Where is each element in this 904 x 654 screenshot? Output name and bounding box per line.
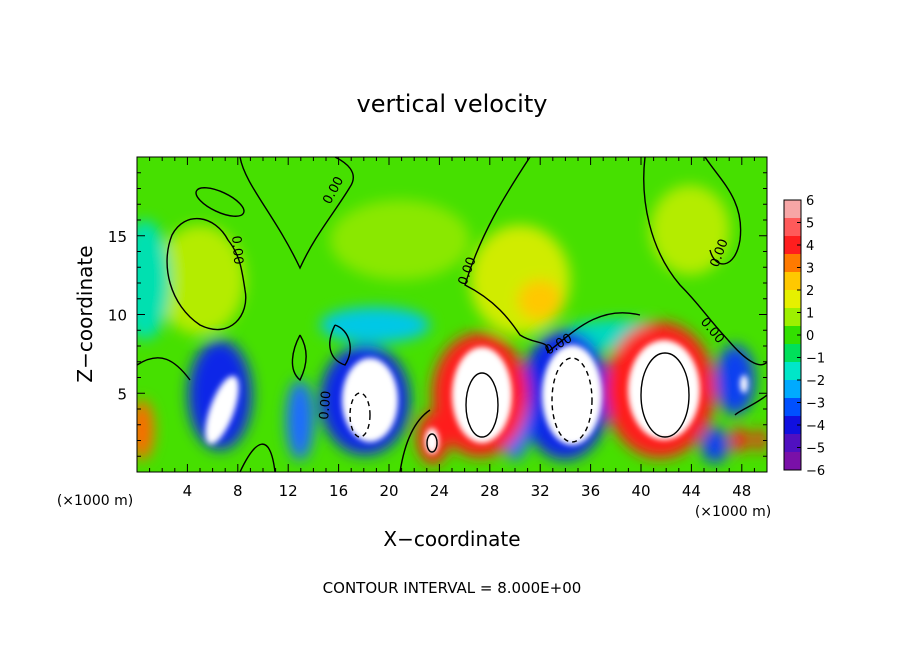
colorbar-swatch <box>784 308 801 327</box>
colorbar-tick-label: −1 <box>806 352 825 367</box>
x-tick-label: 28 <box>480 482 499 500</box>
x-tick-label: 24 <box>430 482 449 500</box>
contour-zero-mid <box>464 157 641 354</box>
colorbar-tick-label: −3 <box>806 397 825 412</box>
contour-zero-left-cell <box>166 218 247 331</box>
contour-core-2 <box>640 352 690 438</box>
y-tick-label: 15 <box>108 228 127 246</box>
colorbar-tick-label: 3 <box>806 262 814 277</box>
colorbar-swatch <box>784 398 801 417</box>
colorbar-swatch <box>784 326 801 345</box>
colorbar-tick-label: −5 <box>806 442 825 457</box>
x-tick-label: 4 <box>183 482 193 500</box>
contour-label: 0.00 <box>317 390 334 420</box>
colorbar: 6 5 4 3 2 1 0 −1 −2 −3 −4 −5 −6 <box>783 194 825 479</box>
colorbar-tick-label: −6 <box>806 464 825 479</box>
x-tick-label: 20 <box>379 482 398 500</box>
colorbar-swatch <box>784 254 801 273</box>
colorbar-tick-label: −4 <box>806 419 825 434</box>
colorbar-swatch <box>784 452 801 471</box>
colorbar-tick-label: 2 <box>806 284 814 299</box>
colorbar-tick-label: 6 <box>806 194 814 209</box>
colorbar-swatch <box>784 434 801 453</box>
contour-lines <box>137 157 767 472</box>
y-units-label: (×1000 m) <box>57 493 133 509</box>
heatmap-field <box>137 157 767 472</box>
colorbar-swatch <box>784 236 801 255</box>
colorbar-tick-label: 0 <box>806 329 814 344</box>
colorbar-swatch <box>784 290 801 309</box>
contour-zero-bottom2 <box>399 409 431 472</box>
contour-zero-lower-left <box>137 357 191 381</box>
x-axis-label: X−coordinate <box>383 527 520 551</box>
colorbar-swatch <box>784 416 801 435</box>
colorbar-swatch <box>784 380 801 399</box>
contour-zero-lower-mid <box>291 334 307 382</box>
x-tick-label: 48 <box>732 482 751 500</box>
contour-closed-small <box>195 187 245 217</box>
colorbar-swatch <box>784 344 801 363</box>
x-tick-label: 8 <box>233 482 243 500</box>
contour-zero-lower-mid2 <box>329 324 351 366</box>
y-tick-label: 5 <box>117 385 127 403</box>
x-units-label: (×1000 m) <box>695 504 771 520</box>
colorbar-tick-label: 4 <box>806 239 814 254</box>
contour-zero-right-lower <box>727 339 767 416</box>
colorbar-swatch <box>784 362 801 381</box>
x-tick-label: 44 <box>682 482 701 500</box>
colorbar-swatch <box>784 218 801 237</box>
x-tick-label: 36 <box>581 482 600 500</box>
x-tick-label: 32 <box>531 482 550 500</box>
contour-zero-bottom <box>239 443 276 472</box>
x-tick-label: 40 <box>631 482 650 500</box>
colorbar-swatch <box>784 200 801 219</box>
contour-zero-far-right <box>704 157 742 265</box>
contour-label: 0.00 <box>228 235 245 265</box>
contour-zero-right <box>643 157 729 341</box>
contour-core-1 <box>465 372 499 438</box>
y-ticks: 5 10 15 <box>108 172 767 457</box>
colorbar-tick-label: −2 <box>806 374 825 389</box>
contour-core-3 <box>426 433 438 453</box>
contour-neg-1 <box>551 357 593 443</box>
colorbar-tick-label: 5 <box>806 217 814 232</box>
contour-neg-2 <box>349 392 371 438</box>
chart-title: vertical velocity <box>357 90 548 118</box>
y-tick-label: 10 <box>108 307 127 325</box>
contour-interval-annotation: CONTOUR INTERVAL = 8.000E+00 <box>323 579 582 597</box>
x-ticks: 4 8 12 16 20 24 28 32 36 40 44 48 <box>149 157 755 500</box>
colorbar-swatch <box>784 272 801 291</box>
y-axis-label: Z−coordinate <box>73 245 97 382</box>
colorbar-tick-label: 1 <box>806 307 814 322</box>
x-tick-label: 16 <box>329 482 348 500</box>
contour-zero-upper-left <box>239 157 354 270</box>
x-tick-label: 12 <box>279 482 298 500</box>
